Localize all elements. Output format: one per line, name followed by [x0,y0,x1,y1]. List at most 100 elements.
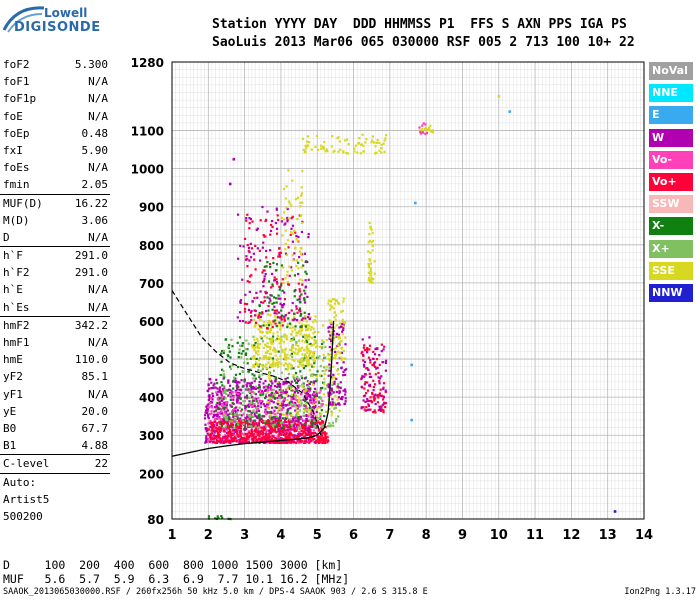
echo-point [270,380,273,383]
echo-point [312,381,315,385]
echo-point [337,136,340,139]
echo-point [300,357,303,360]
echo-point [330,306,333,309]
echo-point [271,335,275,338]
echo-point [265,256,268,259]
echo-point [299,205,302,208]
echo-point [265,439,269,442]
param-row: MUF(D) 16.22 [0,195,110,212]
echo-point [276,400,280,404]
echo-point [270,294,273,297]
echo-point [252,409,255,413]
echo-point [260,418,263,421]
param-row: foEs N/A [0,159,110,176]
echo-point [304,144,307,148]
echo-point [305,406,308,409]
echo-point [280,394,283,397]
echo-point [278,419,281,423]
echo-point [284,381,287,384]
echo-point [287,217,291,220]
echo-point [281,351,284,354]
echo-point [290,420,293,423]
echo-point [290,204,293,207]
echo-point [371,239,375,242]
echo-point [247,246,251,249]
y-tick-label: 80 [147,513,164,527]
echo-point [294,393,297,396]
echo-point [251,385,255,389]
echo-point [241,342,244,345]
echo-point [256,340,259,343]
echo-point [260,415,263,418]
echo-point [280,338,283,342]
param-key: C-level [3,457,50,471]
echo-point [290,393,293,397]
echo-point [205,430,208,433]
echo-point [306,410,309,413]
echo-point [269,352,273,355]
echo-point [221,384,224,387]
param-value: 2.05 [81,178,109,192]
echo-point [310,440,313,443]
echo-point [363,365,366,368]
echo-point [250,381,253,384]
echo-point [245,217,248,220]
echo-point [250,388,253,391]
echo-point [283,298,286,301]
echo-point [285,393,288,397]
echo-point [305,413,308,417]
echo-point [252,425,255,428]
echo-point [215,405,218,408]
echo-point [326,441,329,444]
echo-point [371,391,374,395]
echo-point [300,402,303,405]
echo-point [613,510,617,513]
echo-point [281,428,284,431]
echo-point [287,283,291,286]
echo-point [291,254,294,257]
echo-point [246,433,249,436]
echo-point [305,340,309,344]
echo-point [272,332,275,335]
echo-point [268,402,271,405]
echo-point [268,356,271,359]
echo-point [256,345,259,348]
echo-point [295,395,298,398]
echo-point [266,349,269,353]
param-key: foE [3,109,23,123]
echo-point [369,361,372,364]
echo-point [252,415,255,418]
echo-point [309,422,313,425]
echo-point [239,418,242,421]
echo-point [264,324,267,327]
echo-point [220,399,223,402]
echo-point [293,352,297,355]
polarization-legend: NoVal NNE E W Vo- Vo+ SSW X- X+ SSE NNW [649,62,693,306]
echo-point [430,130,433,133]
echo-point [243,237,247,240]
echo-point [252,422,256,426]
echo-point [304,292,307,295]
echo-point [319,389,322,392]
echo-point [253,344,256,347]
echo-point [299,278,302,281]
echo-point [296,344,300,348]
echo-point [212,440,216,443]
echo-point [260,439,263,442]
echo-point [223,414,226,417]
echo-point [242,428,246,431]
echo-point [313,437,316,441]
echo-point [214,517,217,520]
echo-point [207,437,210,441]
echo-point [213,382,216,385]
echo-point [305,345,309,348]
x-tick-label: 7 [385,528,394,543]
echo-point [263,425,266,428]
echo-point [241,403,244,406]
echo-point [246,280,249,283]
echo-point [314,401,317,404]
echo-point [283,391,286,394]
echo-point [319,415,322,418]
echo-point [314,315,317,318]
